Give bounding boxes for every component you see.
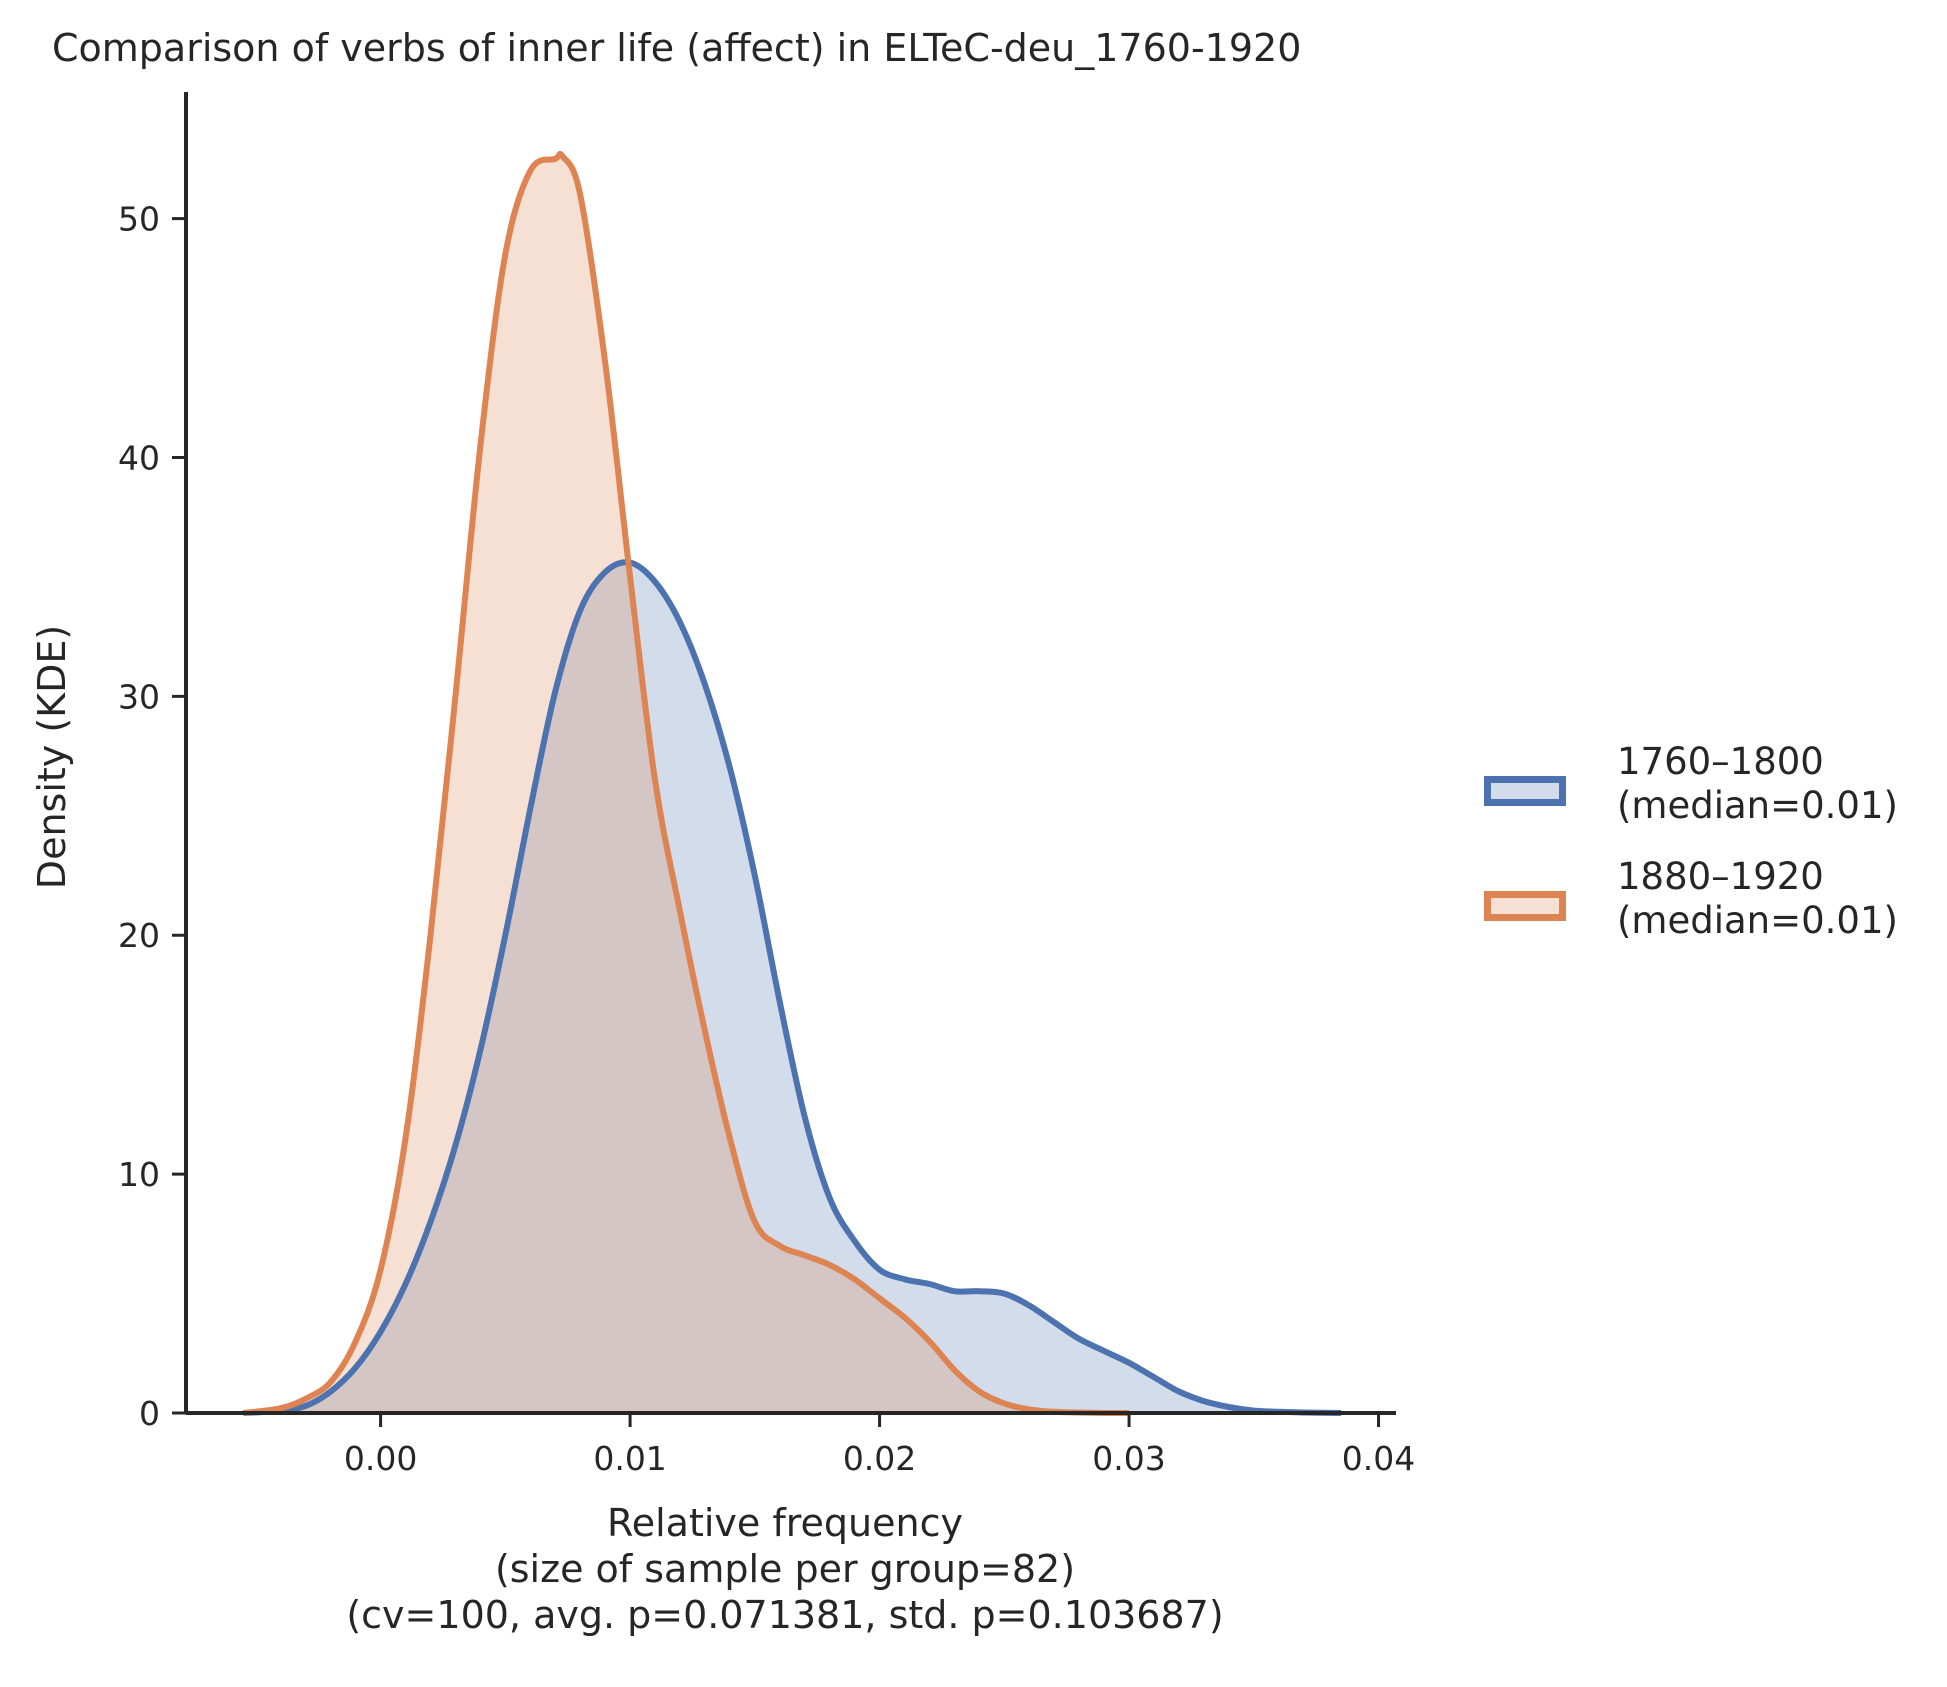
axes <box>184 92 1396 1415</box>
density-areas <box>243 153 1342 1414</box>
x-tick-label: 0.01 <box>593 1439 666 1478</box>
y-tick-label: 50 <box>118 200 160 239</box>
x-tick-label: 0.04 <box>1342 1439 1415 1478</box>
y-ticks: 0 10 20 30 40 50 <box>118 200 186 1433</box>
x-axis-title-line: Relative frequency <box>607 1501 963 1545</box>
y-tick-label: 30 <box>118 677 160 716</box>
y-tick-label: 0 <box>139 1394 160 1433</box>
x-tick-label: 0.02 <box>843 1439 916 1478</box>
chart-title: Comparison of verbs of inner life (affec… <box>52 26 1302 70</box>
legend-swatch-1760-1800 <box>1484 776 1566 806</box>
legend-label: 1760–1800 (median=0.01) <box>1617 740 1898 828</box>
y-tick-label: 20 <box>118 916 160 955</box>
y-tick-label: 40 <box>118 438 160 477</box>
density-lines <box>243 150 1342 1417</box>
y-axis-title: Density (KDE) <box>30 624 74 890</box>
density-area-1760-1800 <box>243 562 1342 1413</box>
legend-series-name: 1760–1800 <box>1617 740 1824 783</box>
legend-swatch-1880-1920 <box>1484 891 1566 921</box>
x-axis-title: Relative frequency (size of sample per g… <box>135 1500 1435 1638</box>
legend-series-median: (median=0.01) <box>1617 784 1898 827</box>
x-axis-title-line: (size of sample per group=82) <box>494 1547 1076 1591</box>
x-axis-title-line: (cv=100, avg. p=0.071381, std. p=0.10368… <box>346 1593 1224 1637</box>
density-area-1880-1920 <box>243 153 1130 1414</box>
density-line-1760-1800 <box>243 559 1342 1416</box>
x-ticks: 0.00 0.01 0.02 0.03 0.04 <box>344 1413 1415 1478</box>
legend-series-median: (median=0.01) <box>1617 899 1898 942</box>
density-line-1880-1920 <box>243 150 1130 1417</box>
legend-series-name: 1880–1920 <box>1617 855 1824 898</box>
legend-label: 1880–1920 (median=0.01) <box>1617 855 1898 943</box>
x-tick-label: 0.03 <box>1092 1439 1165 1478</box>
y-tick-label: 10 <box>118 1155 160 1194</box>
x-tick-label: 0.00 <box>344 1439 417 1478</box>
